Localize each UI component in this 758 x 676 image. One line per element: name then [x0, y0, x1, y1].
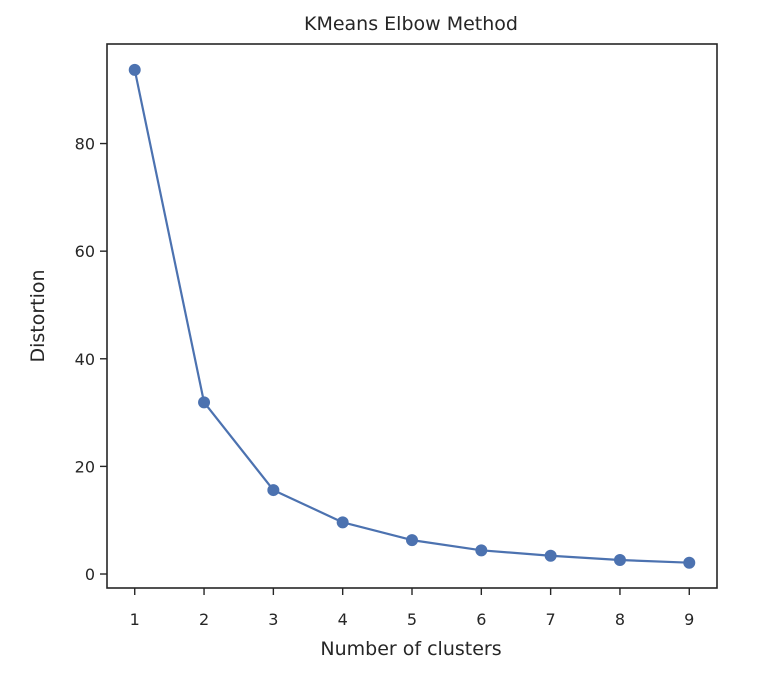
data-point — [267, 484, 280, 497]
x-tick-label: 1 — [130, 610, 140, 629]
data-point — [198, 396, 211, 409]
data-point — [683, 556, 696, 569]
series-line — [133, 68, 691, 564]
x-axis-label: Number of clusters — [320, 638, 501, 660]
x-axis: 1 2 3 4 5 6 7 8 9 — [130, 588, 694, 629]
y-tick-label: 60 — [75, 242, 95, 261]
y-tick-label: 40 — [75, 350, 95, 369]
y-axis: 0 20 40 60 80 — [75, 135, 107, 584]
data-point — [544, 549, 557, 562]
data-point — [475, 544, 488, 557]
x-tick-label: 5 — [407, 610, 417, 629]
series-layer — [128, 63, 696, 569]
data-point — [613, 554, 626, 567]
data-point — [336, 516, 349, 529]
x-tick-label: 3 — [268, 610, 278, 629]
x-tick-label: 7 — [546, 610, 556, 629]
x-tick-label: 9 — [684, 610, 694, 629]
plot-area-frame — [106, 43, 718, 589]
x-tick-label: 2 — [199, 610, 209, 629]
data-point — [128, 63, 141, 76]
y-tick-label: 0 — [85, 565, 95, 584]
y-axis-label: Distortion — [27, 269, 49, 362]
y-tick-label: 20 — [75, 457, 95, 476]
data-point — [406, 534, 418, 547]
x-tick-label: 8 — [615, 610, 625, 629]
x-tick-label: 6 — [476, 610, 486, 629]
chart-title: KMeans Elbow Method — [304, 13, 518, 35]
x-tick-label: 4 — [338, 610, 348, 629]
y-tick-label: 80 — [75, 135, 95, 154]
